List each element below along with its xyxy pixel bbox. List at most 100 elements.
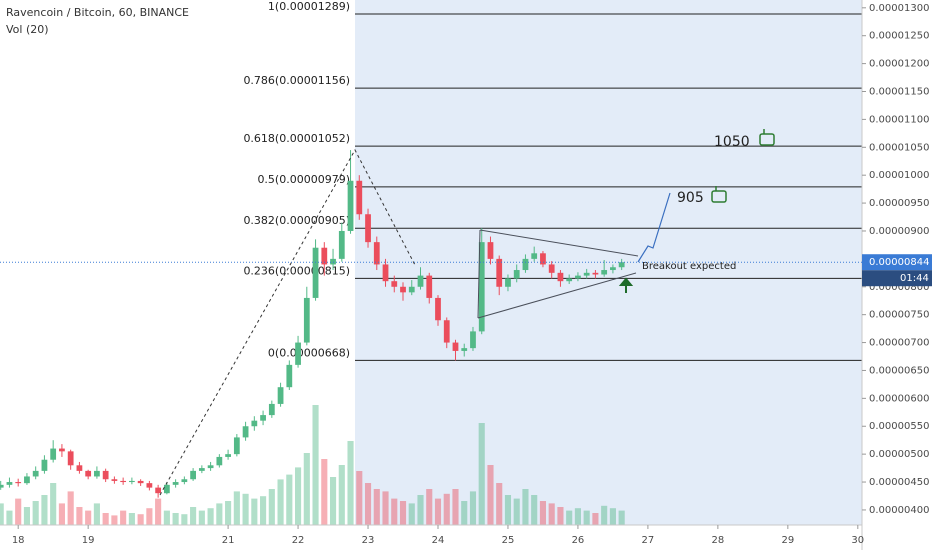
candle-body (356, 180, 363, 215)
volume-bar (85, 510, 92, 525)
y-tick-label: 0.00001000 (869, 170, 929, 181)
annotation-1050: 1050 (714, 134, 750, 150)
volume-bar (531, 495, 538, 525)
volume-bar (583, 510, 590, 525)
volume-bar (67, 491, 74, 525)
volume-bar (155, 498, 162, 525)
abc-dashed-line (159, 148, 416, 496)
candle-body (190, 470, 196, 480)
candle-body (426, 275, 433, 298)
volume-bar (312, 405, 319, 525)
candle-body (286, 364, 293, 388)
chart-title: Ravencoin / Bitcoin, 60, BINANCE (6, 6, 189, 19)
annotation-breakout: Breakout expected (642, 261, 736, 272)
candle-body (41, 459, 48, 471)
fib-label: 0.236(0.00000815) (243, 264, 350, 277)
candle-body (566, 278, 573, 282)
volume-bar (391, 498, 398, 525)
x-tick-label: 19 (82, 535, 95, 546)
fib-label: 0.786(0.00001156) (243, 74, 350, 87)
volume-bar (496, 483, 503, 525)
candle-body (470, 331, 476, 349)
y-tick-label: 0.00001250 (869, 31, 929, 42)
candle-body (338, 230, 345, 259)
candle-body (618, 262, 625, 268)
countdown-box (862, 270, 932, 287)
volume-bar (522, 489, 529, 525)
y-tick-label: 0.00000400 (869, 505, 929, 516)
candle-body (496, 258, 503, 287)
candle-body (522, 258, 529, 271)
y-tick-label: 0.00000700 (869, 338, 929, 349)
y-tick-label: 0.00001300 (869, 3, 929, 14)
y-tick-label: 0.00000550 (869, 421, 929, 432)
current-price-label: 0.00000844 (869, 257, 929, 268)
volume-bar (574, 508, 581, 525)
candle-body (347, 180, 354, 231)
volume-bar (286, 474, 293, 525)
candle-body (461, 348, 468, 351)
candle-body (321, 247, 328, 265)
candle-body (443, 320, 450, 343)
triangle-upper (479, 229, 639, 257)
candle-body (0, 484, 4, 488)
candle-body (505, 278, 511, 287)
volume-bar (137, 514, 144, 525)
volume-bar (338, 465, 345, 525)
x-tick-label: 26 (572, 535, 585, 546)
x-tick-label: 28 (711, 535, 724, 546)
candle-body (277, 387, 284, 404)
volume-bar (172, 513, 179, 525)
y-tick-label: 0.00001150 (869, 86, 929, 97)
thumb-icon (711, 129, 775, 203)
volume-bar (225, 501, 232, 525)
fib-label: 0.382(0.00000905) (243, 214, 350, 227)
candle-body (102, 470, 109, 480)
candle-body (155, 487, 162, 494)
y-tick-label: 0.00000450 (869, 477, 929, 488)
candle-body (120, 480, 127, 483)
candle-body (478, 242, 485, 332)
candle-body (408, 286, 415, 293)
candle-body (452, 342, 459, 351)
candle-body (181, 479, 188, 483)
candle-body (400, 286, 406, 293)
volume-bar (426, 489, 433, 525)
candle-body (583, 272, 590, 276)
volume-bar (233, 491, 240, 525)
volume-bar (120, 510, 127, 525)
y-tick-label: 0.00000900 (869, 226, 929, 237)
candle-body (198, 468, 205, 471)
volume-bar (111, 515, 118, 525)
volume-bar (15, 498, 22, 525)
volume-bar (557, 507, 564, 525)
candle-body (216, 456, 223, 466)
plot-area: 1(0.00001289) 0.786(0.00001156) 0.618(0.00… (0, 0, 862, 525)
volume-bar (329, 477, 337, 525)
x-tick-label: 23 (362, 535, 375, 546)
candle-body (260, 415, 266, 421)
candle-body (295, 342, 301, 365)
volume-bar (513, 498, 520, 525)
x-tick-label: 25 (502, 535, 515, 546)
annotation-905: 905 (677, 190, 704, 206)
volume-bar (618, 510, 625, 525)
volume-bar (0, 503, 4, 525)
fib-zone (355, 0, 862, 525)
candle-body (548, 264, 555, 273)
volume-bar (566, 510, 573, 525)
candle-body (312, 247, 319, 298)
volume-bar (478, 423, 485, 525)
candle-body (251, 420, 258, 427)
volume-bar (539, 501, 547, 525)
candle-body (15, 482, 22, 484)
candle-body (268, 403, 275, 416)
volume-bar (242, 493, 249, 525)
y-tick-label: 0.00001100 (869, 114, 929, 125)
candle-body (242, 426, 249, 438)
candle-body (50, 448, 57, 460)
candle-body (601, 270, 608, 275)
candle-body (94, 470, 100, 477)
candle-body (146, 483, 153, 488)
y-tick-label: 0.00000600 (869, 393, 929, 404)
